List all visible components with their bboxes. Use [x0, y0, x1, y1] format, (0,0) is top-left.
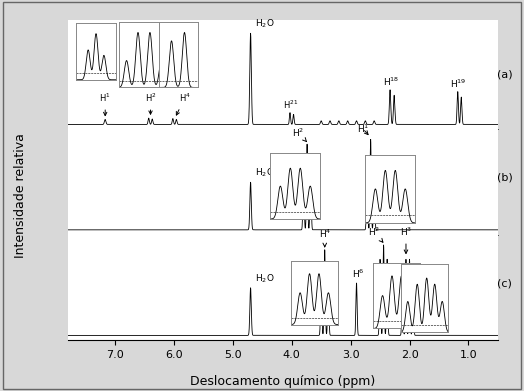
Text: H$^2$: H$^2$ — [292, 126, 307, 142]
Text: (b): (b) — [497, 172, 512, 183]
Text: H$_2$O: H$_2$O — [255, 18, 275, 30]
Text: Deslocamento químico (ppm): Deslocamento químico (ppm) — [190, 375, 376, 388]
Text: H$^3$: H$^3$ — [400, 226, 412, 253]
Text: H$^2$: H$^2$ — [145, 92, 156, 114]
Text: H$^6$: H$^6$ — [352, 268, 364, 280]
Text: H$^{18}$: H$^{18}$ — [383, 76, 399, 88]
Text: H$^{19}$: H$^{19}$ — [450, 77, 466, 90]
Text: H$_2$O: H$_2$O — [255, 273, 275, 285]
Text: (c): (c) — [497, 278, 511, 288]
Text: H$^4$: H$^4$ — [177, 92, 191, 115]
Text: (a): (a) — [497, 69, 512, 79]
Text: H$^{21}$: H$^{21}$ — [283, 99, 298, 111]
Text: H$_2$O: H$_2$O — [255, 167, 275, 179]
Text: H$^4$: H$^4$ — [319, 228, 331, 247]
Text: H$^1$: H$^1$ — [100, 92, 111, 116]
Text: Intensidade relativa: Intensidade relativa — [15, 133, 27, 258]
Text: H$^1$: H$^1$ — [356, 122, 369, 135]
Text: H$^2$: H$^2$ — [368, 226, 383, 242]
